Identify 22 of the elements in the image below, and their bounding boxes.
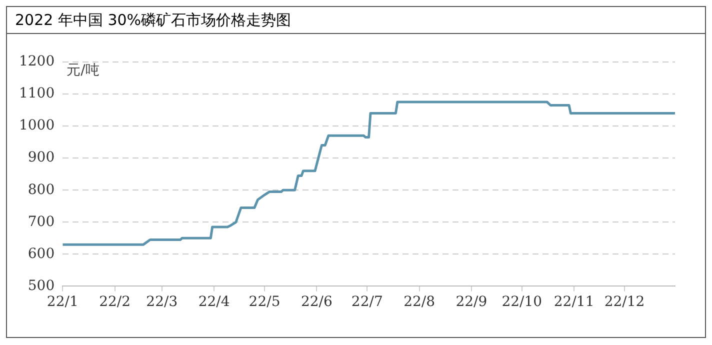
x-tick-label: 22/6 (300, 294, 332, 310)
y-axis-title: 元/吨 (66, 62, 100, 79)
y-tick-label: 1000 (18, 118, 55, 134)
x-tick-label: 22/9 (456, 294, 488, 310)
y-tick-label: 700 (28, 214, 55, 230)
y-tick-label: 600 (28, 246, 55, 262)
y-tick-label: 800 (28, 182, 55, 198)
chart-title: 2022 年中国 30%磷矿石市场价格走势图 (7, 7, 705, 34)
x-tick-label: 22/1 (46, 294, 78, 310)
x-tick-label: 22/12 (604, 294, 645, 310)
x-tick-label: 22/5 (248, 294, 280, 310)
x-tick-label: 22/4 (198, 294, 230, 310)
y-tick-label: 900 (28, 150, 55, 166)
y-tick-label: 1200 (18, 54, 55, 70)
y-tick-label: 1100 (18, 86, 55, 102)
y-tick-label: 500 (28, 278, 55, 294)
x-tick-label: 22/3 (146, 294, 178, 310)
x-tick-label: 22/7 (351, 294, 383, 310)
x-tick-label: 22/8 (404, 294, 436, 310)
x-tick-label: 22/2 (99, 294, 131, 310)
x-tick-label: 22/10 (502, 294, 542, 310)
x-tick-label: 22/11 (554, 294, 594, 310)
